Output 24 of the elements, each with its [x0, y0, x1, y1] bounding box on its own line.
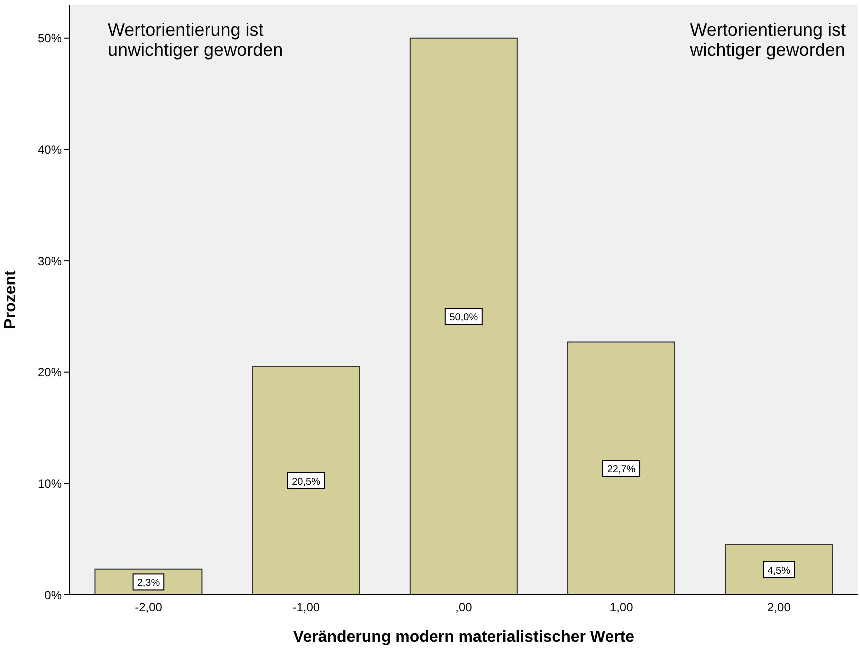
y-tick-label: 30%	[38, 254, 62, 268]
y-tick-label: 40%	[38, 142, 62, 157]
bar	[725, 544, 834, 595]
x-axis-title: Veränderung modern materialistischer Werte	[293, 629, 635, 646]
bar	[410, 38, 518, 595]
data-label: 4,5%	[768, 566, 791, 577]
data-label: 50,0%	[450, 312, 478, 324]
data-label: 20,5%	[292, 476, 321, 488]
y-tick-label: 0%	[44, 588, 62, 602]
x-tick-label: -1,00	[292, 600, 320, 615]
y-tick-label: 20%	[38, 366, 62, 380]
x-tick-label: -2,00	[135, 600, 163, 615]
y-tick-label: 10%	[38, 476, 62, 491]
bar	[568, 342, 676, 595]
data-label: 2,3%	[137, 578, 160, 590]
x-tick-label: 2,00	[768, 600, 792, 615]
x-tick-label: 1,00	[610, 600, 634, 615]
annotation: Wertorientierung ist wichtiger geworden	[690, 20, 846, 60]
bar	[252, 366, 360, 595]
annotation: Wertorientierung ist unwichtiger geworden	[108, 20, 284, 60]
data-label: 22,7%	[607, 464, 636, 476]
x-tick-label: ,00	[456, 600, 473, 615]
y-tick-label: 50%	[38, 32, 62, 46]
y-axis-title: Prozent	[2, 270, 20, 330]
